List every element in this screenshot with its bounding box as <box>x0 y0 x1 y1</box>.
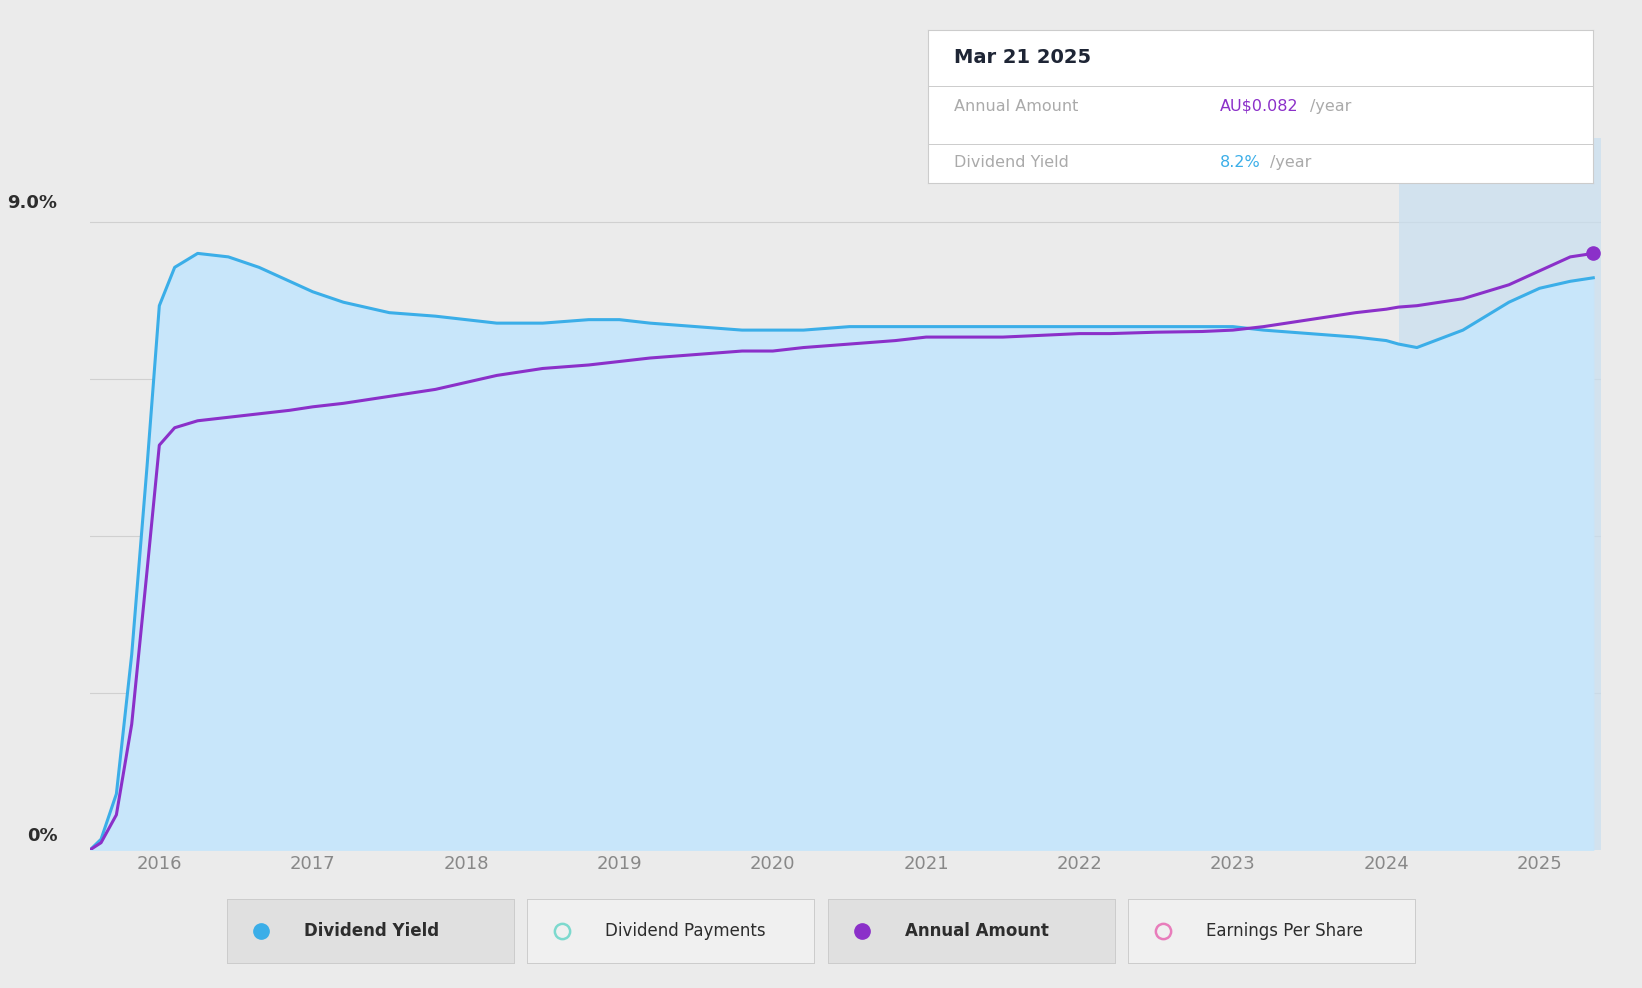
Text: 8.2%: 8.2% <box>1220 155 1261 170</box>
Text: Dividend Payments: Dividend Payments <box>604 922 765 941</box>
Text: Earnings Per Share: Earnings Per Share <box>1205 922 1363 941</box>
Text: Dividend Yield: Dividend Yield <box>954 155 1069 170</box>
Text: Annual Amount: Annual Amount <box>954 99 1079 114</box>
Point <box>1580 245 1606 261</box>
Text: /year: /year <box>1310 99 1351 114</box>
Text: Past: Past <box>1406 163 1442 181</box>
Text: /year: /year <box>1271 155 1312 170</box>
Text: Dividend Yield: Dividend Yield <box>304 922 440 941</box>
Text: AU$0.082: AU$0.082 <box>1220 99 1299 114</box>
Bar <box>1399 138 1601 850</box>
Text: Annual Amount: Annual Amount <box>905 922 1049 941</box>
Text: 9.0%: 9.0% <box>8 194 57 212</box>
Text: 0%: 0% <box>26 827 57 845</box>
Text: Mar 21 2025: Mar 21 2025 <box>954 48 1092 67</box>
